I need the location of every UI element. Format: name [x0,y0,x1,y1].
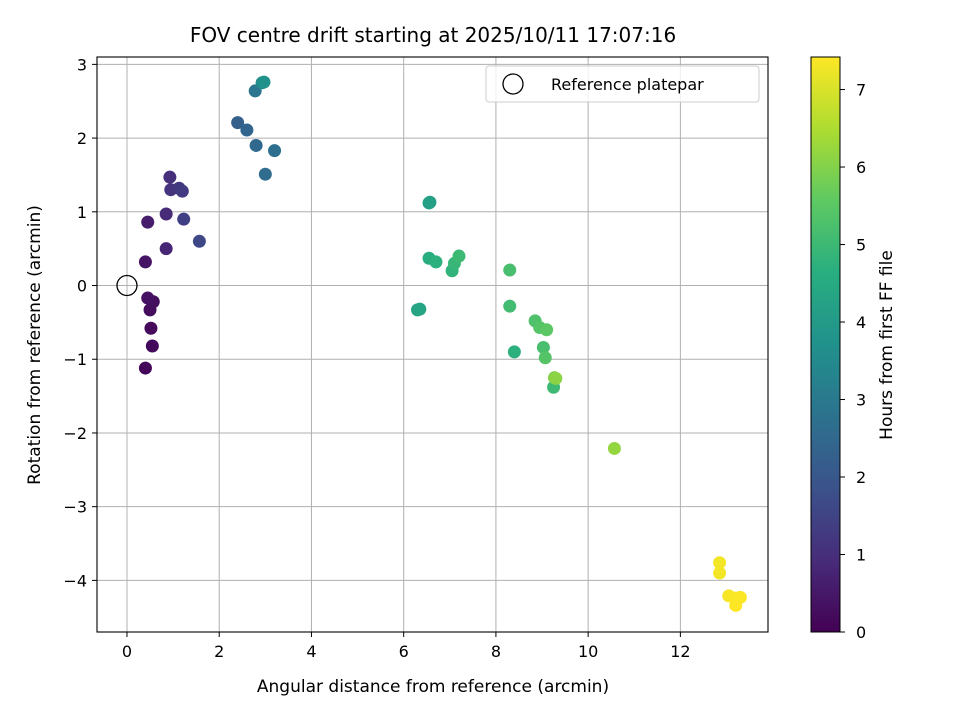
reference-layer [116,274,138,297]
x-tick-label: 0 [122,642,132,661]
colorbar-tick-label: 0 [856,623,866,642]
reference-platepar-marker [116,274,138,297]
data-point [159,207,173,221]
y-tick-label: −1 [63,350,87,369]
data-point [144,321,158,335]
y-tick-label: −3 [63,498,87,517]
x-tick-label: 4 [306,642,316,661]
data-point [713,566,727,580]
data-point [413,302,427,316]
data-point [503,263,517,277]
data-points [138,75,747,612]
y-tick-label: −4 [63,571,87,590]
x-tick-label: 12 [670,642,690,661]
data-point [163,170,177,184]
data-point [257,75,271,89]
data-point [231,116,245,130]
data-point [538,351,552,365]
x-tick-label: 10 [578,642,598,661]
data-point [138,255,152,269]
data-point [713,556,727,570]
legend: Reference platepar [485,65,760,103]
y-axis-ticks: −4 −3 −2 −1 0 1 2 3 [63,55,97,590]
legend-marker-icon [502,73,524,95]
x-tick-label: 6 [399,642,409,661]
data-point [141,215,155,229]
x-axis-label: Angular distance from reference (arcmin) [257,677,609,697]
colorbar-tick-label: 6 [856,158,866,177]
data-point [138,361,152,375]
colorbar-tick-label: 3 [856,391,866,410]
grid-lines [97,57,768,632]
colorbar-gradient [810,56,841,633]
y-tick-label: −2 [63,424,87,443]
data-point [549,371,563,385]
y-tick-label: 1 [77,203,87,222]
x-axis-ticks: 0 2 4 6 8 10 12 [122,632,691,661]
y-tick-label: 0 [77,277,87,296]
colorbar-label: Hours from first FF file [877,250,897,440]
data-point [141,291,155,305]
data-point [175,184,189,198]
data-point [423,195,437,209]
data-point [536,340,550,354]
data-point [540,323,554,337]
plot-frame [96,56,769,633]
data-point [507,345,521,359]
data-point [503,299,517,313]
data-point [249,138,263,152]
legend-label: Reference platepar [551,75,704,94]
chart-title: FOV centre drift starting at 2025/10/11 … [190,23,676,47]
colorbar-tick-label: 7 [856,81,866,100]
y-tick-label: 3 [77,55,87,74]
colorbar-tick-label: 1 [856,546,866,565]
x-tick-label: 2 [214,642,224,661]
colorbar: 0 1 2 3 4 5 6 7 Hours from first FF file [810,56,897,642]
data-point [429,255,443,269]
colorbar-ticks: 0 1 2 3 4 5 6 7 [840,81,866,642]
data-point [159,242,173,256]
data-point [268,144,282,158]
colorbar-tick-label: 2 [856,468,866,487]
data-point [607,441,621,455]
colorbar-tick-label: 5 [856,236,866,255]
data-point [452,249,466,263]
data-point [258,167,272,181]
data-point [177,212,191,226]
data-point [192,234,206,248]
x-tick-label: 8 [491,642,501,661]
legend-box [485,65,760,103]
data-point [145,339,159,353]
y-tick-label: 2 [77,129,87,148]
data-point [729,598,743,612]
data-point [240,123,254,137]
colorbar-tick-label: 4 [856,313,866,332]
y-axis-label: Rotation from reference (arcmin) [25,205,45,485]
